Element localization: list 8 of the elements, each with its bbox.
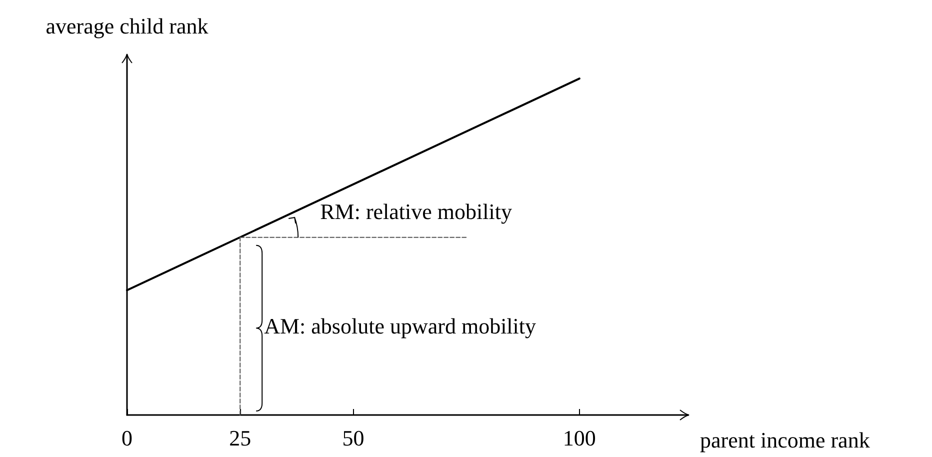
annotation: AM: absolute upward mobility (264, 314, 536, 339)
x-axis-title: parent income rank (700, 428, 870, 452)
x-tick-label: 0 (122, 426, 132, 450)
x-tick-label: 50 (342, 426, 364, 450)
x-tick-label: 100 (562, 426, 596, 450)
annotation: RM: relative mobility (320, 198, 512, 224)
x-tick-label: 25 (229, 426, 252, 450)
y-axis-title: average child rank (46, 14, 208, 38)
